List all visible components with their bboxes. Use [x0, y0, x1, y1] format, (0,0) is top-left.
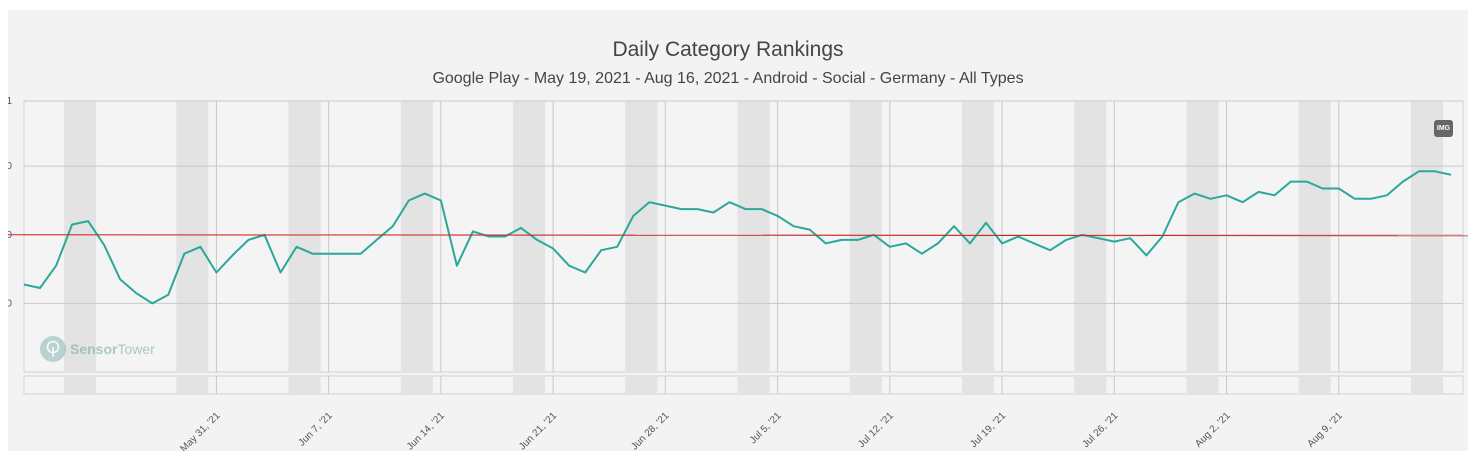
weekend-band — [961, 101, 995, 372]
navigator-weekend-band — [513, 376, 546, 394]
navigator-weekend-band — [400, 376, 433, 394]
x-tick-label: Jul 5, '21 — [748, 410, 784, 446]
navigator-weekend-band — [1074, 376, 1107, 394]
x-tick-label: Jul 12, '21 — [856, 410, 896, 450]
sensortower-watermark: SensorTower — [40, 334, 155, 364]
x-tick-label: Jun 21, '21 — [517, 410, 559, 451]
x-tick-label: May 31, '21 — [178, 410, 222, 451]
reference-line — [8, 234, 1468, 237]
x-tick-label: Jun 7, '21 — [297, 410, 336, 449]
navigator-weekend-band — [64, 376, 97, 394]
sensortower-logo-icon — [40, 336, 66, 362]
navigator-weekend-band — [1410, 376, 1443, 394]
x-tick-label: Aug 2, '21 — [1193, 410, 1233, 450]
x-tick-label: Jul 26, '21 — [1081, 410, 1121, 450]
x-tick-label: Jun 14, '21 — [405, 410, 447, 451]
ranking-series-line — [23, 170, 1452, 305]
weekend-band — [737, 101, 770, 372]
navigator-weekend-band — [625, 376, 658, 394]
weekend-band — [1186, 101, 1219, 372]
x-tick-label: Jun 28, '21 — [629, 410, 671, 451]
y-tick-label: 20 — [8, 161, 12, 172]
watermark-text-part2: Tower — [117, 341, 155, 357]
navigator-weekend-band — [961, 376, 995, 394]
weekend-band — [400, 101, 433, 372]
y-tick-label: 60 — [8, 298, 12, 309]
weekend-band — [1298, 101, 1331, 372]
navigator-weekend-band — [1186, 376, 1219, 394]
weekend-band — [176, 101, 209, 372]
x-tick-label: Aug 9, '21 — [1305, 410, 1345, 450]
navigator-weekend-band — [288, 376, 321, 394]
navigator-weekend-band — [1298, 376, 1331, 394]
y-tick-label: 1 — [8, 96, 12, 107]
weekend-band — [288, 101, 321, 372]
export-image-button[interactable]: IMG — [1434, 120, 1453, 137]
weekend-band — [1410, 101, 1443, 372]
navigator-weekend-band — [849, 376, 882, 394]
watermark-text: SensorTower — [70, 341, 155, 357]
weekend-band — [513, 101, 546, 372]
chart-subtitle: Google Play - May 19, 2021 - Aug 16, 202… — [432, 70, 1024, 87]
weekend-band — [64, 101, 97, 372]
navigator-weekend-band — [176, 376, 209, 394]
navigator-weekend-band — [737, 376, 770, 394]
weekend-band — [625, 101, 658, 372]
chart-title: Daily Category Rankings — [612, 38, 844, 61]
watermark-text-part1: Sensor — [70, 341, 118, 357]
x-tick-label: Jul 19, '21 — [968, 410, 1008, 450]
